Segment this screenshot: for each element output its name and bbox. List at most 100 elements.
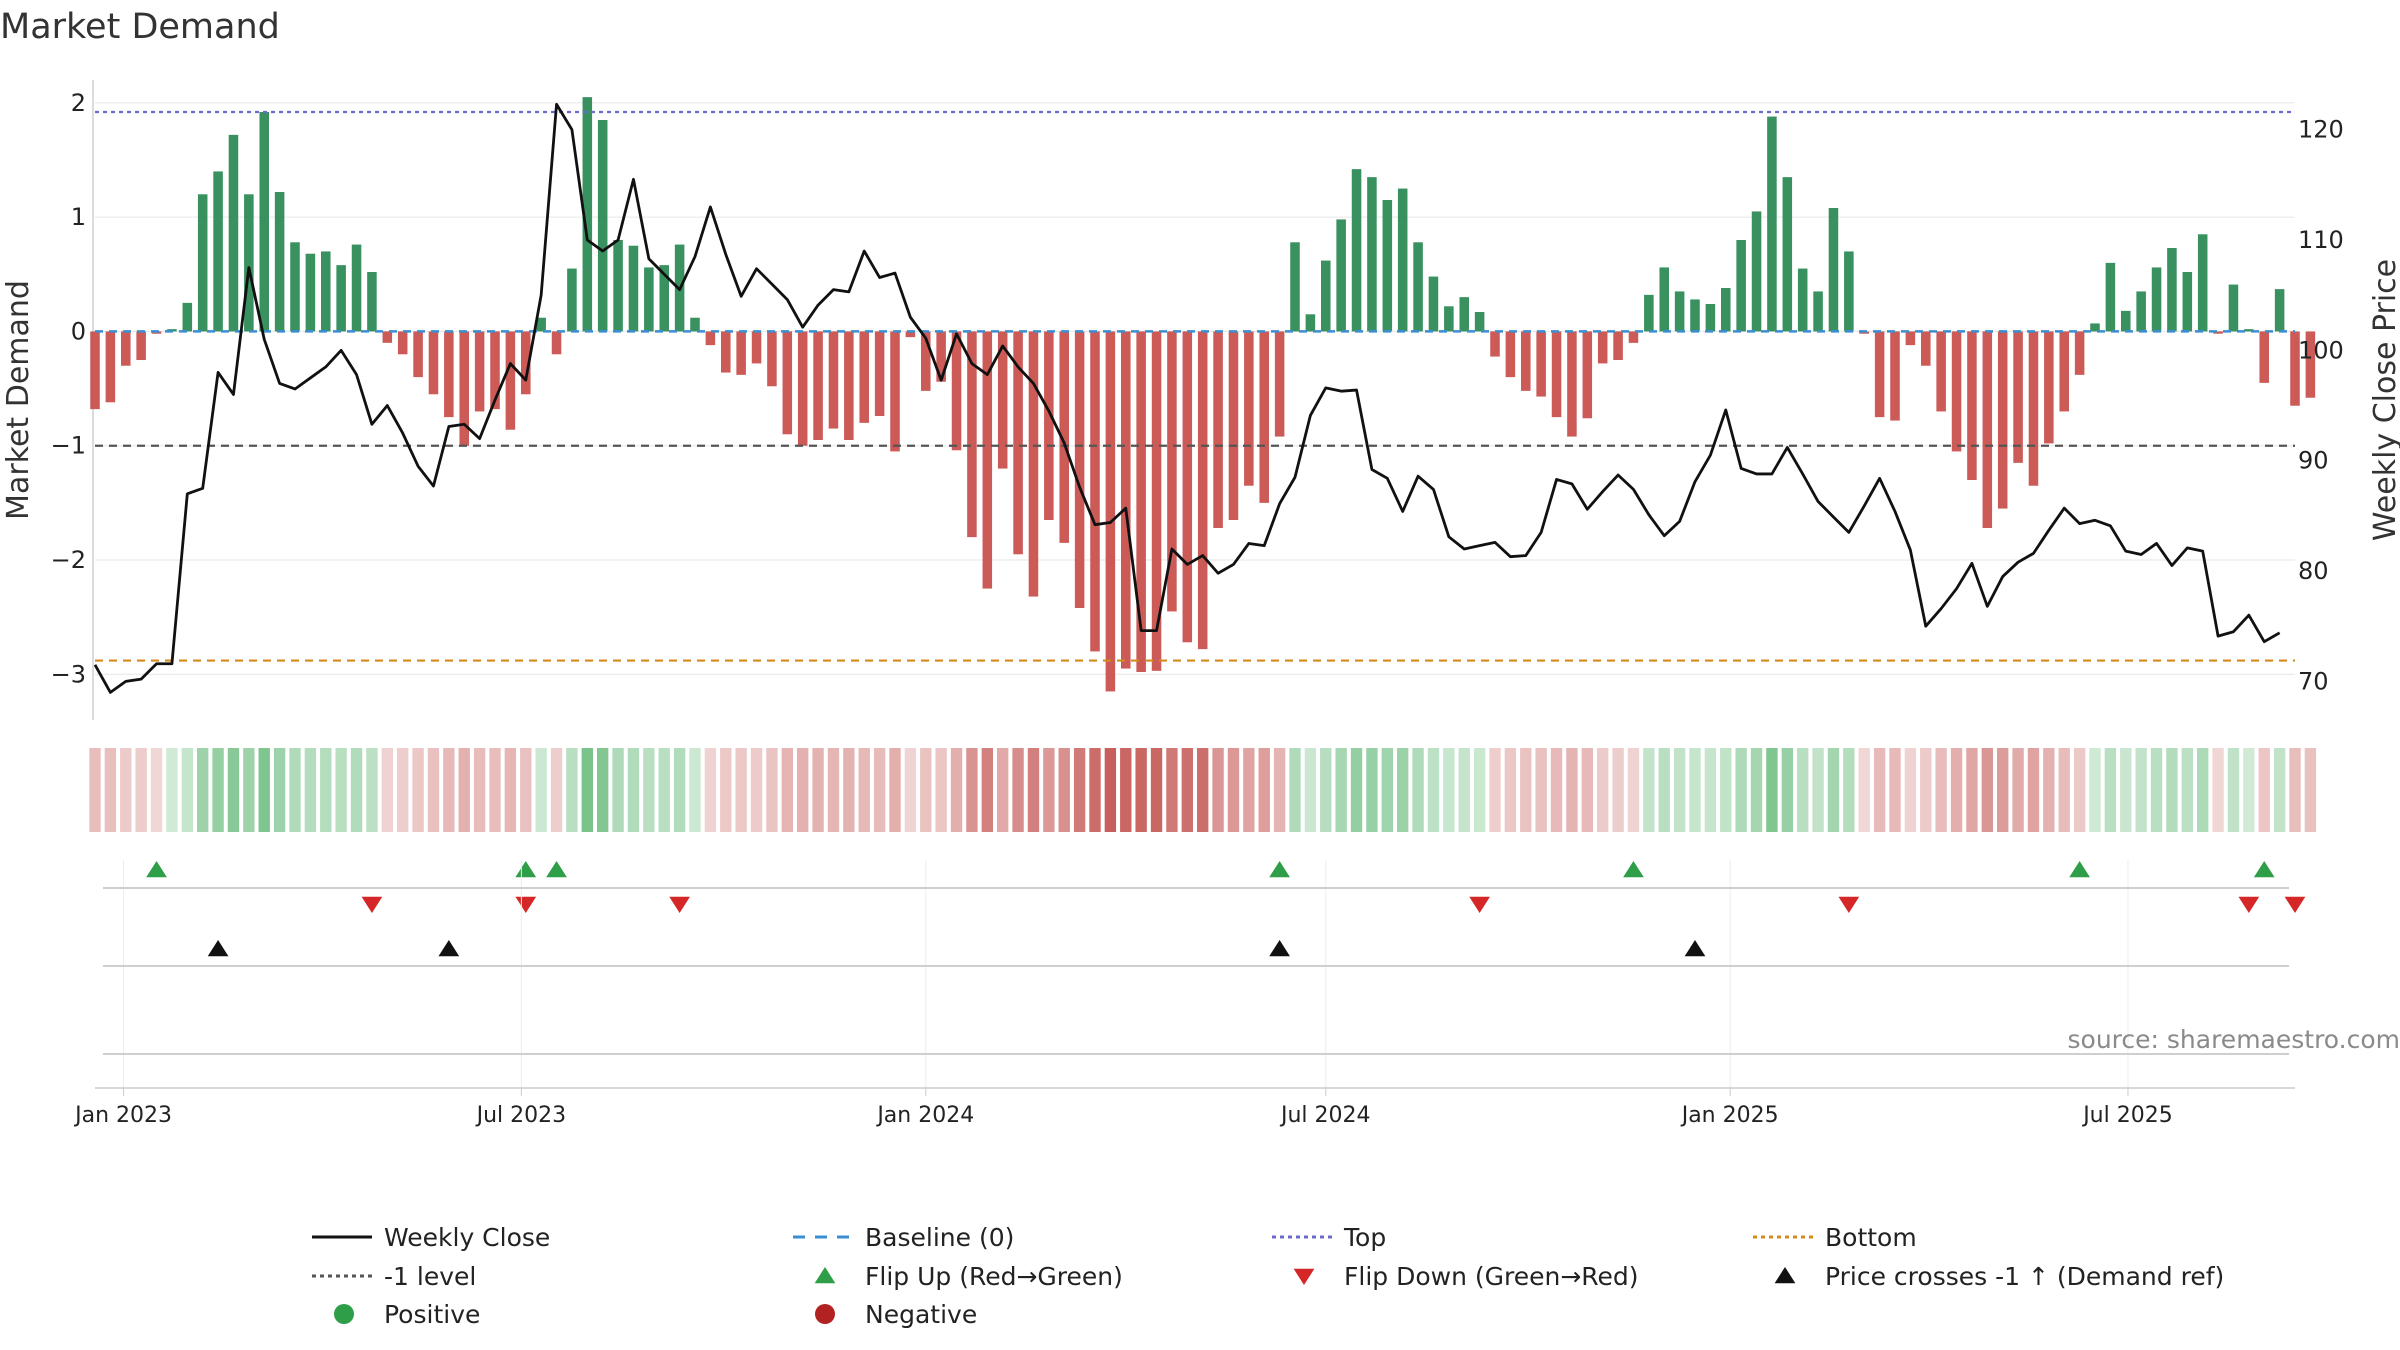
heat-cell: [1950, 748, 1963, 832]
demand-bar: [213, 171, 223, 332]
heat-cell: [704, 748, 717, 832]
demand-bar: [2136, 291, 2146, 332]
heat-cell: [1104, 748, 1117, 832]
heat-cell: [520, 748, 532, 832]
heat-cell: [1381, 748, 1393, 832]
heat-cell: [550, 748, 563, 832]
legend-swatch: [334, 1304, 354, 1324]
heat-cell: [1689, 748, 1701, 832]
demand-bar: [1213, 331, 1223, 528]
demand-bar: [1367, 177, 1377, 332]
demand-bar: [397, 331, 408, 355]
x-tick-label: Jan 2025: [1680, 1103, 1779, 1128]
demand-bar: [1905, 331, 1916, 346]
heat-cell: [166, 748, 178, 832]
heat-cell: [1889, 748, 1901, 832]
demand-bar: [551, 331, 562, 355]
demand-bar: [2151, 267, 2162, 332]
demand-bar: [1121, 331, 1131, 669]
heat-cell: [2197, 748, 2209, 832]
right-tick-label: 120: [2298, 116, 2344, 144]
demand-bar: [1028, 331, 1039, 597]
demand-bar: [859, 331, 869, 423]
x-tick-label: Jul 2023: [475, 1103, 567, 1128]
heat-cell: [1397, 748, 1409, 832]
demand-bar: [490, 331, 500, 410]
demand-bar: [628, 245, 639, 332]
demand-bar: [874, 331, 885, 416]
heat-cell: [150, 748, 163, 832]
heat-cell: [1273, 748, 1286, 832]
heat-cell: [1873, 748, 1886, 832]
heat-cell: [135, 748, 147, 832]
demand-bar: [505, 331, 516, 430]
demand-bar: [244, 194, 254, 332]
heat-cell: [397, 748, 409, 832]
demand-bar: [1951, 331, 1962, 452]
heat-cell: [1520, 748, 1532, 832]
heat-cell: [381, 748, 393, 832]
demand-bar: [1690, 299, 1700, 332]
demand-bar: [1167, 331, 1177, 612]
demand-bar: [2044, 331, 2054, 444]
heat-cell: [627, 748, 640, 832]
demand-bar: [1936, 331, 1946, 412]
heat-cell: [1704, 748, 1717, 832]
demand-bar: [828, 331, 839, 429]
heat-cell: [1597, 748, 1609, 832]
heat-cell: [735, 748, 747, 832]
demand-bar: [536, 317, 546, 332]
heat-cell: [1673, 748, 1686, 832]
demand-heat-strip: [89, 748, 2317, 832]
flip-up-marker: [515, 861, 537, 878]
y-axis-label-right: Weekly Close Price: [2368, 259, 2400, 541]
demand-bar: [2305, 331, 2316, 398]
heat-cell: [981, 748, 993, 832]
flip-up-marker: [546, 861, 567, 878]
y-axis-label-left: Market Demand: [1, 280, 36, 520]
demand-bar: [2167, 248, 2177, 332]
heat-cell: [1904, 748, 1917, 832]
heat-cell: [1350, 748, 1363, 832]
demand-bar: [797, 331, 808, 446]
heat-cell: [1750, 748, 1763, 832]
demand-bar: [1813, 291, 1823, 332]
demand-bar: [736, 331, 746, 375]
demand-bar: [1490, 331, 1500, 357]
demand-bar: [1613, 331, 1623, 360]
legend-label: -1 level: [384, 1262, 476, 1291]
demand-bar: [336, 265, 346, 332]
demand-bar: [382, 331, 393, 343]
heat-cell: [1058, 748, 1070, 832]
signal-markers: [146, 861, 2306, 957]
heat-cell: [920, 748, 932, 832]
demand-bar: [2213, 331, 2223, 334]
right-tick-label: 100: [2298, 336, 2344, 364]
weekly-close-line: [93, 102, 2281, 694]
heat-cell: [1935, 748, 1947, 832]
demand-bar: [459, 331, 469, 446]
demand-bar: [1874, 331, 1885, 418]
heat-cell: [227, 748, 240, 832]
heat-cell: [1627, 748, 1640, 832]
heat-cell: [473, 748, 486, 832]
heat-cell: [1797, 748, 1809, 832]
demand-bar: [705, 331, 716, 346]
legend: Weekly Close Baseline (0) Top Bottom -1 leve…: [312, 1223, 2224, 1329]
demand-bar: [1151, 331, 1162, 671]
demand-bars: [90, 97, 2316, 692]
demand-bar: [1459, 297, 1469, 332]
heat-cell: [412, 748, 424, 832]
heat-cell: [1489, 748, 1501, 832]
heat-cell: [104, 748, 117, 832]
demand-bar: [1628, 331, 1639, 343]
heat-cell: [643, 748, 655, 832]
demand-bar: [613, 240, 623, 332]
demand-bar: [1721, 288, 1731, 332]
demand-bar: [997, 331, 1008, 469]
left-tick-label: 1: [71, 203, 86, 231]
demand-bar: [2259, 331, 2269, 383]
demand-bar: [1505, 331, 1516, 378]
heat-cell: [2227, 748, 2240, 832]
demand-bar: [1567, 331, 1577, 437]
